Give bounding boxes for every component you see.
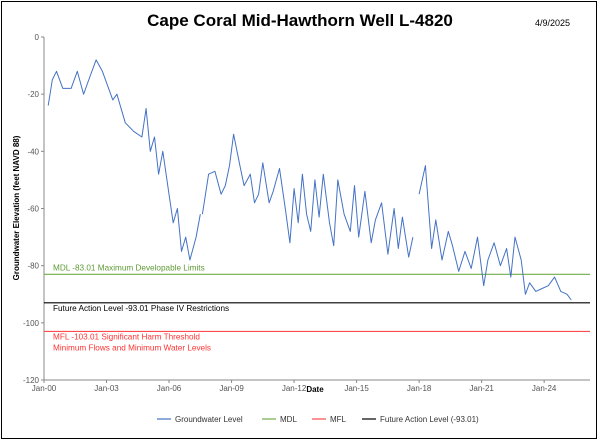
x-tick-label: Jan-24 [532, 384, 557, 393]
x-tick-label: Jan-03 [94, 384, 119, 393]
groundwater-level-line [47, 59, 572, 301]
x-tick-label: Jan-00 [32, 384, 57, 393]
legend-entry: MDL [280, 415, 297, 424]
x-tick-label: Jan-09 [219, 384, 244, 393]
x-tick-label: Jan-12 [282, 384, 307, 393]
y-axis-label: Groundwater Elevation (feet NAVD 88) [12, 135, 21, 280]
x-axis-label: Date [306, 385, 324, 394]
legend-entry: MFL [330, 415, 347, 424]
x-tick-label: Jan-06 [157, 384, 182, 393]
y-tick-label: -120 [23, 376, 40, 385]
annotation-text: Minimum Flows and Minimum Water Levels [53, 343, 211, 352]
y-tick-label: -20 [27, 90, 39, 99]
legend-entry: Groundwater Level [175, 415, 243, 424]
y-tick-label: -100 [23, 319, 40, 328]
chart-title: Cape Coral Mid-Hawthorn Well L-4820 [147, 11, 453, 30]
annotation-text: Future Action Level -93.01 Phase IV Rest… [53, 304, 229, 313]
chart-date: 4/9/2025 [535, 18, 570, 28]
legend-entry: Future Action Level (-93.01) [380, 415, 479, 424]
y-tick-label: -60 [27, 205, 39, 214]
y-tick-label: 0 [35, 33, 40, 42]
x-tick-label: Jan-21 [469, 384, 494, 393]
x-tick-label: Jan-15 [344, 384, 369, 393]
x-tick-label: Jan-18 [407, 384, 432, 393]
y-tick-label: -40 [27, 147, 39, 156]
y-tick-label: -80 [27, 262, 39, 271]
annotation-text: MDL -83.01 Maximum Developable Limits [53, 263, 205, 272]
annotation-text: MFL -103.01 Significant Harm Threshold [53, 332, 200, 341]
